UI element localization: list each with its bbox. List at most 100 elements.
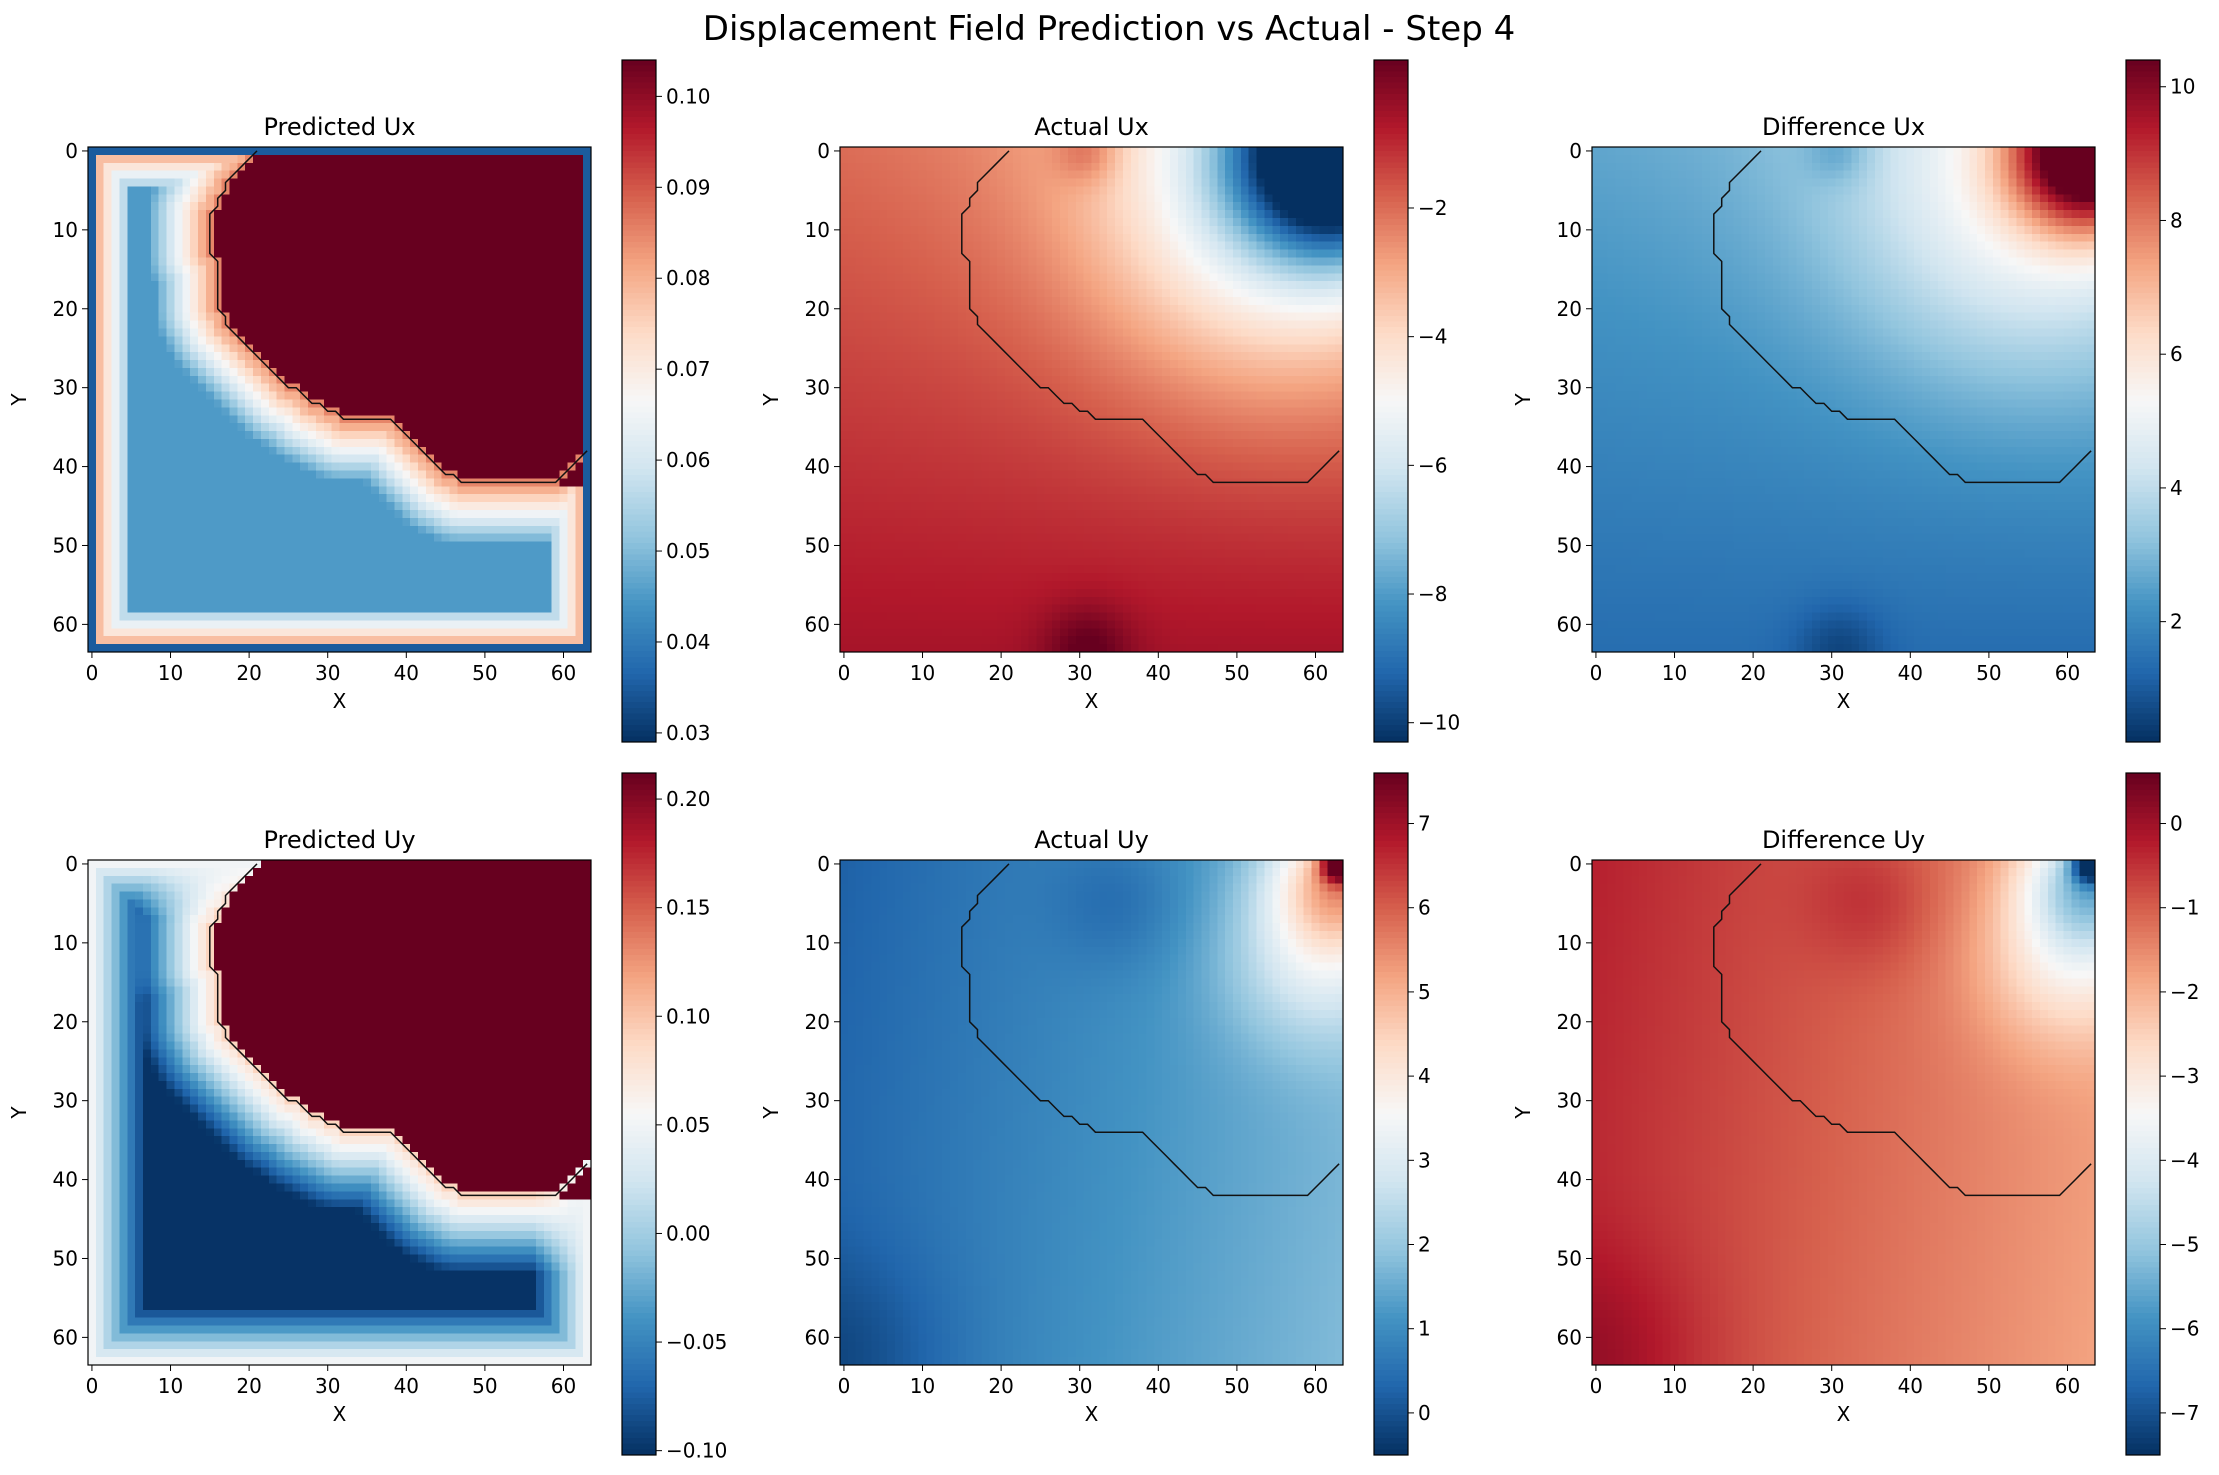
heatmap-cell xyxy=(347,549,355,557)
heatmap-cell xyxy=(88,518,96,526)
heatmap-cell xyxy=(989,210,997,218)
heatmap-cell xyxy=(347,534,355,542)
heatmap-cell xyxy=(402,360,410,368)
heatmap-cell xyxy=(903,226,911,234)
heatmap-cell xyxy=(324,273,332,281)
heatmap-cell xyxy=(966,147,974,155)
heatmap-cell xyxy=(520,368,528,376)
heatmap-cell xyxy=(104,510,112,518)
heatmap-cell xyxy=(1217,194,1225,202)
heatmap-cell xyxy=(371,463,379,471)
heatmap-cell xyxy=(159,518,167,526)
heatmap-cell xyxy=(229,486,237,494)
heatmap-cell xyxy=(379,265,387,273)
heatmap-cell xyxy=(104,502,112,510)
heatmap-cell xyxy=(481,447,489,455)
heatmap-cell xyxy=(567,597,575,605)
heatmap-cell xyxy=(261,502,269,510)
heatmap-cell xyxy=(457,471,465,479)
heatmap-cell xyxy=(151,471,159,479)
heatmap-cell xyxy=(253,328,261,336)
heatmap-cell xyxy=(840,186,848,194)
heatmap-cell xyxy=(143,202,151,210)
heatmap-cell xyxy=(127,313,135,321)
heatmap-cell xyxy=(363,297,371,305)
heatmap-cell xyxy=(395,392,403,400)
heatmap-cell xyxy=(96,494,104,502)
heatmap-cell xyxy=(237,289,245,297)
heatmap-cell xyxy=(135,494,143,502)
heatmap-cell xyxy=(1092,163,1100,171)
heatmap-cell xyxy=(206,439,214,447)
heatmap-cell xyxy=(332,257,340,265)
heatmap-cell xyxy=(1052,171,1060,179)
heatmap-cell xyxy=(135,471,143,479)
heatmap-cell xyxy=(575,463,583,471)
heatmap-cell xyxy=(560,573,568,581)
heatmap xyxy=(840,147,1344,653)
heatmap-cell xyxy=(222,463,230,471)
heatmap-cell xyxy=(418,234,426,242)
heatmap-cell xyxy=(450,455,458,463)
heatmap-cell xyxy=(512,510,520,518)
heatmap-cell xyxy=(1005,194,1013,202)
heatmap-cell xyxy=(167,542,175,550)
heatmap-cell xyxy=(222,431,230,439)
heatmap-cell xyxy=(426,163,434,171)
heatmap-cell xyxy=(450,234,458,242)
heatmap-cell xyxy=(402,644,410,652)
heatmap-cell xyxy=(497,250,505,258)
heatmap-cell xyxy=(292,605,300,613)
heatmap-cell xyxy=(1123,194,1131,202)
heatmap-cell xyxy=(512,549,520,557)
heatmap-cell xyxy=(497,605,505,613)
heatmap-cell xyxy=(1178,155,1186,163)
heatmap-cell xyxy=(1162,202,1170,210)
heatmap-cell xyxy=(340,478,348,486)
heatmap-cell xyxy=(410,573,418,581)
heatmap-cell xyxy=(434,613,442,621)
heatmap-cell xyxy=(347,171,355,179)
heatmap-cell xyxy=(457,297,465,305)
heatmap-cell xyxy=(135,289,143,297)
heatmap-cell xyxy=(966,218,974,226)
heatmap-cell xyxy=(292,163,300,171)
colorbar-segment xyxy=(622,253,656,259)
heatmap-cell xyxy=(497,384,505,392)
heatmap-cell xyxy=(410,384,418,392)
heatmap-cell xyxy=(1335,171,1343,179)
heatmap-cell xyxy=(1241,179,1249,187)
heatmap-cell xyxy=(363,613,371,621)
heatmap-cell xyxy=(237,502,245,510)
heatmap-cell xyxy=(989,186,997,194)
colorbar-tick-label: 0.08 xyxy=(666,266,711,290)
colorbar-segment xyxy=(622,645,656,651)
heatmap-cell xyxy=(371,155,379,163)
heatmap-cell xyxy=(926,147,934,155)
colorbar-segment xyxy=(622,526,656,532)
heatmap-cell xyxy=(261,628,269,636)
heatmap-cell xyxy=(151,360,159,368)
heatmap-cell xyxy=(182,439,190,447)
colorbar-segment xyxy=(622,679,656,685)
heatmap-cell xyxy=(911,147,919,155)
heatmap-cell xyxy=(528,257,536,265)
colorbar-tick-label: 0.07 xyxy=(666,357,711,381)
heatmap-cell xyxy=(88,305,96,313)
heatmap-cell xyxy=(1092,147,1100,155)
heatmap-cell xyxy=(387,526,395,534)
heatmap-cell xyxy=(229,636,237,644)
heatmap-cell xyxy=(457,171,465,179)
heatmap-cell xyxy=(261,542,269,550)
heatmap-cell xyxy=(489,439,497,447)
heatmap-cell xyxy=(292,250,300,258)
heatmap-cell xyxy=(942,171,950,179)
heatmap-cell xyxy=(292,376,300,384)
heatmap-cell xyxy=(457,518,465,526)
heatmap-cell xyxy=(536,155,544,163)
heatmap-cell xyxy=(198,360,206,368)
heatmap-cell xyxy=(1312,147,1320,155)
heatmap-cell xyxy=(457,147,465,155)
heatmap-cell xyxy=(284,613,292,621)
heatmap-cell xyxy=(104,242,112,250)
